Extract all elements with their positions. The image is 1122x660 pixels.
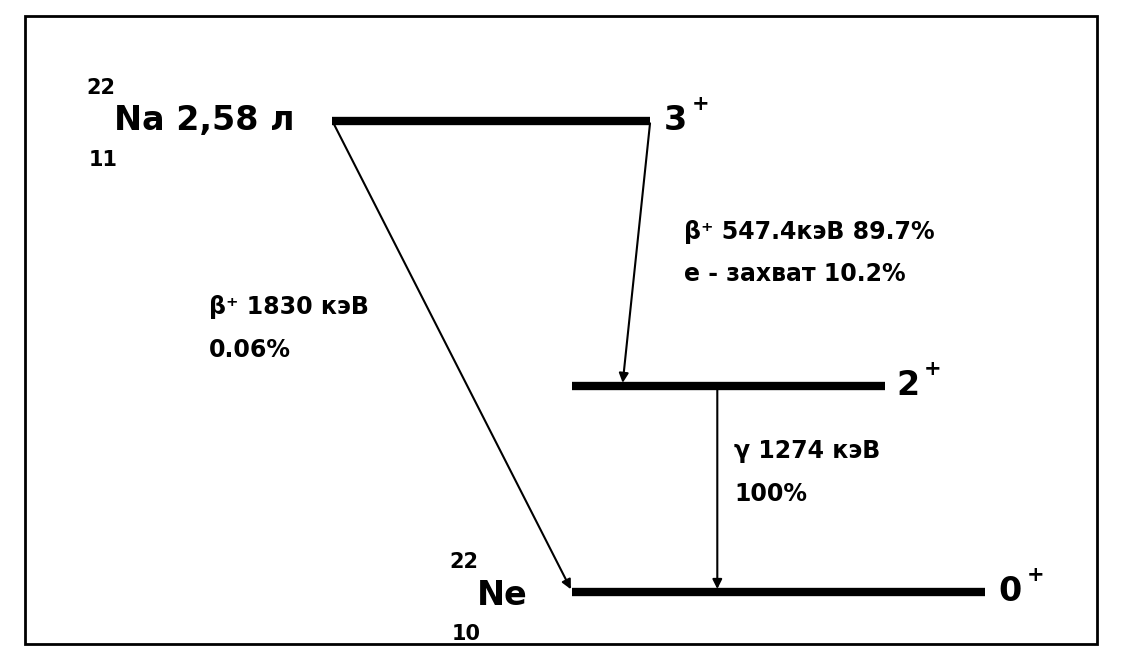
Text: +: + bbox=[923, 359, 941, 379]
Text: 0.06%: 0.06% bbox=[210, 338, 292, 362]
Text: 11: 11 bbox=[89, 150, 118, 170]
Text: Na 2,58 л: Na 2,58 л bbox=[114, 104, 295, 137]
Text: β⁺ 547.4кэВ 89.7%: β⁺ 547.4кэВ 89.7% bbox=[683, 220, 935, 244]
Text: 2: 2 bbox=[896, 369, 919, 402]
Text: 3: 3 bbox=[664, 104, 687, 137]
Text: е - захват 10.2%: е - захват 10.2% bbox=[683, 263, 905, 286]
Text: +: + bbox=[1027, 566, 1045, 585]
Text: +: + bbox=[691, 94, 709, 114]
Text: Ne: Ne bbox=[477, 579, 528, 612]
Text: β⁺ 1830 кэВ: β⁺ 1830 кэВ bbox=[210, 295, 369, 319]
Text: 0: 0 bbox=[999, 576, 1022, 609]
Text: γ 1274 кэВ: γ 1274 кэВ bbox=[734, 439, 881, 463]
Text: 100%: 100% bbox=[734, 482, 807, 506]
Text: 10: 10 bbox=[451, 624, 480, 645]
Text: 22: 22 bbox=[449, 552, 478, 572]
Text: 22: 22 bbox=[86, 78, 116, 98]
